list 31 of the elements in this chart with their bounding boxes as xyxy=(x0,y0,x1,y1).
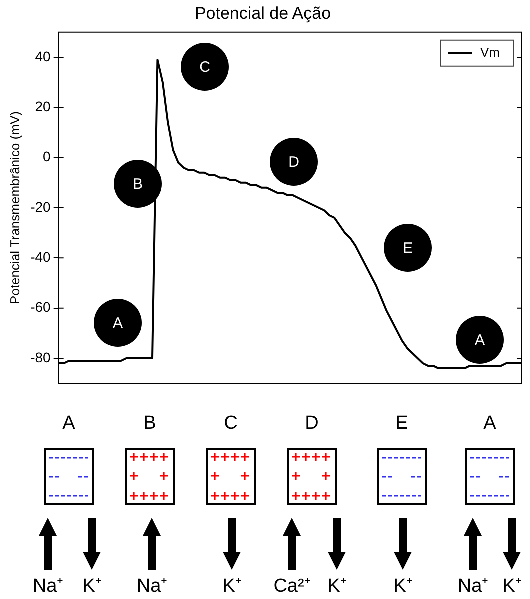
y-tick-label: -20 xyxy=(30,198,52,215)
text: K⁺ xyxy=(328,575,346,598)
legend-label: Vm xyxy=(480,44,500,60)
text: D xyxy=(305,413,319,435)
y-axis-title: Potencial Transmembrânico (mV) xyxy=(7,112,22,304)
circle-badge: A xyxy=(94,299,142,347)
circle-badge: B xyxy=(114,160,162,208)
circle-badge: D xyxy=(270,138,318,186)
text: Na⁺ xyxy=(136,575,168,598)
text: Na⁺ xyxy=(32,575,64,598)
circle-badge: A xyxy=(456,316,504,364)
text: K⁺ xyxy=(394,575,412,598)
text: K⁺ xyxy=(222,575,242,598)
y-tick-label: -60 xyxy=(30,299,52,316)
y-tick-label: -80 xyxy=(30,349,52,366)
text: B xyxy=(144,413,156,435)
text: Na⁺ xyxy=(458,575,488,598)
text: K⁺ xyxy=(82,575,102,598)
y-tick-label: 20 xyxy=(35,98,52,115)
text: A xyxy=(62,413,76,435)
text: E xyxy=(396,413,408,435)
y-tick-label: 0 xyxy=(43,148,52,165)
chart-title: Potencial de Ação xyxy=(194,4,332,23)
circle-badge: C xyxy=(181,43,229,91)
text: K⁺ xyxy=(502,575,522,598)
text: C xyxy=(224,413,238,435)
text: A xyxy=(484,413,496,435)
y-tick-label: 40 xyxy=(35,48,52,64)
y-tick-label: -40 xyxy=(30,249,52,266)
circle-badge: E xyxy=(384,224,432,272)
text: Ca²⁺ xyxy=(274,575,310,598)
